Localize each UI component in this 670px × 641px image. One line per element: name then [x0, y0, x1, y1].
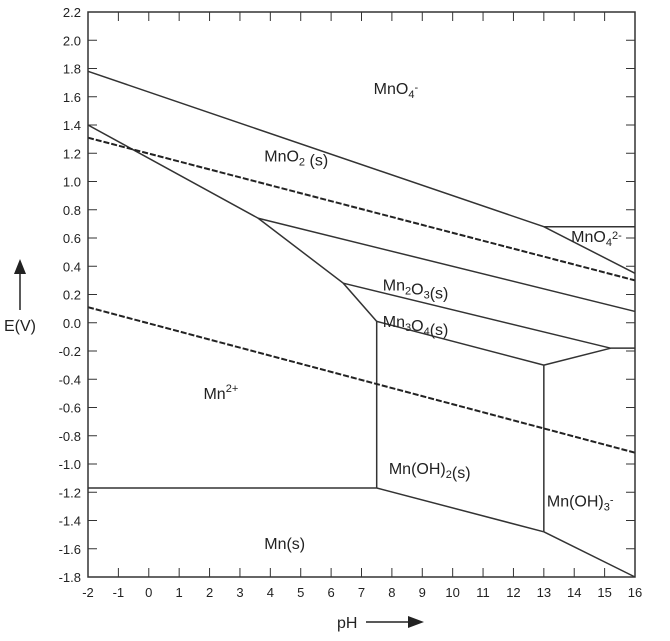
x-tick-label: 13: [537, 585, 551, 600]
boundary-line: [376, 320, 545, 366]
x-tick-label: 14: [567, 585, 581, 600]
x-tick-label: 3: [236, 585, 243, 600]
boundary-line: [87, 124, 378, 322]
region-label-mns: Mn(s): [264, 536, 305, 553]
y-tick-label: -1.8: [59, 570, 81, 585]
boundary-line: [543, 347, 611, 366]
y-tick-label: 0.2: [63, 288, 81, 303]
y-axis-label: E(V): [4, 318, 36, 335]
y-tick-label: 0.0: [63, 316, 81, 331]
y-axis-arrow-icon: [14, 259, 26, 310]
plot-frame: [87, 11, 636, 578]
y-tick-label: -0.8: [59, 429, 81, 444]
boundary-line: [376, 487, 545, 533]
y-tick-label: 1.6: [63, 90, 81, 105]
boundary-line: [87, 306, 636, 454]
x-tick-label: 15: [597, 585, 611, 600]
x-tick-label: -2: [82, 585, 94, 600]
y-tick-label: -0.2: [59, 344, 81, 359]
region-labels: MnO4- MnO2 (s) MnO42- Mn2O3(s) Mn3O4(s) Mn2+ M…: [203, 81, 622, 553]
y-tick-label: -0.6: [59, 401, 81, 416]
x-tick-label: 1: [176, 585, 183, 600]
x-tick-label: 7: [358, 585, 365, 600]
y-tick-label: 1.0: [63, 175, 81, 190]
y-tick-label: 1.4: [63, 118, 81, 133]
x-tick-label: 16: [628, 585, 642, 600]
y-tick-label: 0.6: [63, 231, 81, 246]
x-tick-label: 2: [206, 585, 213, 600]
y-tick-label: 1.8: [63, 62, 81, 77]
y-tick-label: 0.8: [63, 203, 81, 218]
y-tick-label: 1.2: [63, 146, 81, 161]
x-tick-label: 10: [445, 585, 459, 600]
y-tick-label: -1.2: [59, 485, 81, 500]
boundary-line: [87, 136, 636, 282]
x-axis-arrow-icon: [366, 616, 424, 628]
region-label-mno4: MnO4-: [374, 81, 419, 101]
x-tick-label: 11: [476, 585, 490, 600]
region-label-mnoh3: Mn(OH)3-: [547, 493, 614, 513]
region-label-mno2: MnO2 (s): [264, 149, 328, 170]
boundary-line: [257, 217, 636, 313]
boundary-line: [543, 531, 636, 578]
y-tick-label: -1.4: [59, 514, 81, 529]
region-label-mn2o3: Mn2O3(s): [383, 277, 449, 302]
x-tick-label: 9: [419, 585, 426, 600]
x-tick-label: 12: [506, 585, 520, 600]
region-label-mn3o4: Mn3O4(s): [383, 314, 449, 339]
y-tick-label: -1.6: [59, 542, 81, 557]
y-tick-label: -0.4: [59, 372, 81, 387]
axis-ticks: -2 -1 0 1 2 3 4 5 6 7 8 9 10 11 12 13 14 15 162.22.01.81.6…: [59, 5, 643, 600]
x-tick-label: 8: [388, 585, 395, 600]
x-tick-label: -1: [113, 585, 125, 600]
region-label-mnoh2: Mn(OH)2(s): [389, 461, 471, 482]
y-tick-label: 0.4: [63, 259, 81, 274]
y-tick-label: 2.0: [63, 33, 81, 48]
x-tick-label: 0: [145, 585, 152, 600]
x-tick-label: 6: [327, 585, 334, 600]
y-tick-label: 2.2: [63, 5, 81, 20]
y-tick-label: -1.0: [59, 457, 81, 472]
series-lines: [87, 70, 636, 578]
x-tick-label: 5: [297, 585, 304, 600]
x-axis-label: pH: [337, 615, 357, 632]
x-tick-label: 4: [267, 585, 274, 600]
region-label-mn2plus: Mn2+: [203, 383, 238, 403]
region-label-mno4-2: MnO42-: [571, 229, 622, 249]
